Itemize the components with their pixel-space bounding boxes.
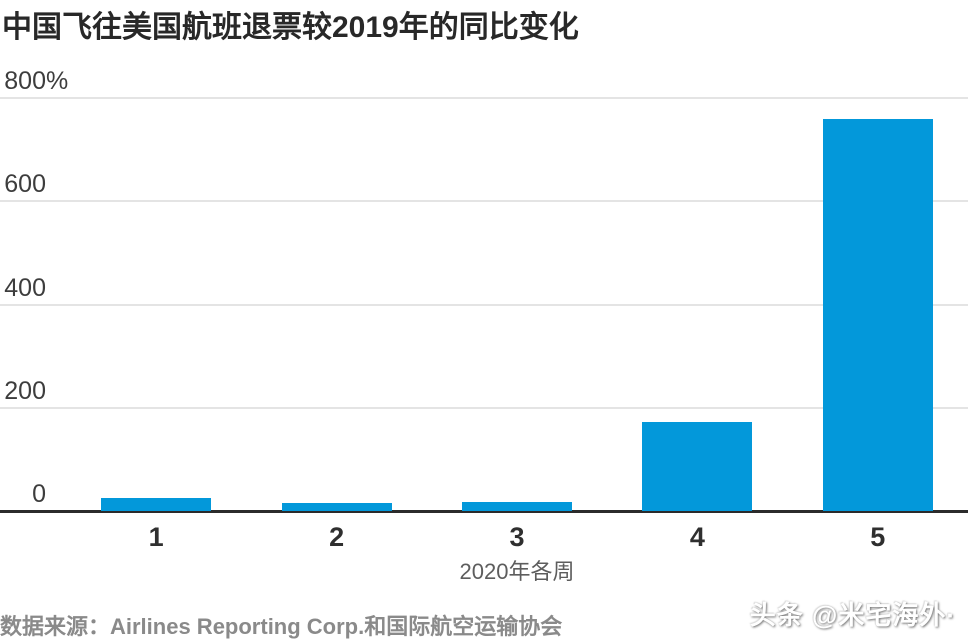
y-tick-label-600: 600 [4, 170, 46, 199]
x-tick-label-3: 3 [509, 522, 525, 552]
watermark: 头条 @米宅海外· [749, 600, 956, 630]
percent-sign: % [46, 67, 69, 95]
gridline-200 [0, 406, 968, 409]
y-tick-label-200: 200 [4, 376, 46, 405]
x-axis-title: 2020年各周 [459, 559, 575, 584]
gridline-400 [0, 303, 968, 306]
bar-week-3 [462, 501, 572, 511]
chart-title: 中国飞往美国航班退票较2019年的同比变化 [2, 11, 579, 44]
bar-week-1 [101, 498, 212, 511]
y-tick-label-0: 0 [32, 480, 46, 508]
y-tick-label-400: 400 [4, 273, 46, 302]
source-note: 数据来源：Airlines Reporting Corp.和国际航空运输协会 [0, 614, 563, 639]
bar-week-4 [642, 421, 753, 511]
bar-week-5 [822, 118, 933, 511]
bar-week-2 [281, 503, 392, 511]
x-tick-label-4: 4 [689, 522, 705, 552]
x-tick-label-5: 5 [870, 522, 886, 552]
y-tick-label-800: 800% [4, 67, 69, 95]
x-tick-label-2: 2 [329, 522, 345, 552]
gridline-800 [0, 97, 968, 99]
x-axis-line [0, 510, 968, 513]
x-tick-label-1: 1 [148, 522, 164, 552]
gridline-600 [0, 200, 968, 203]
